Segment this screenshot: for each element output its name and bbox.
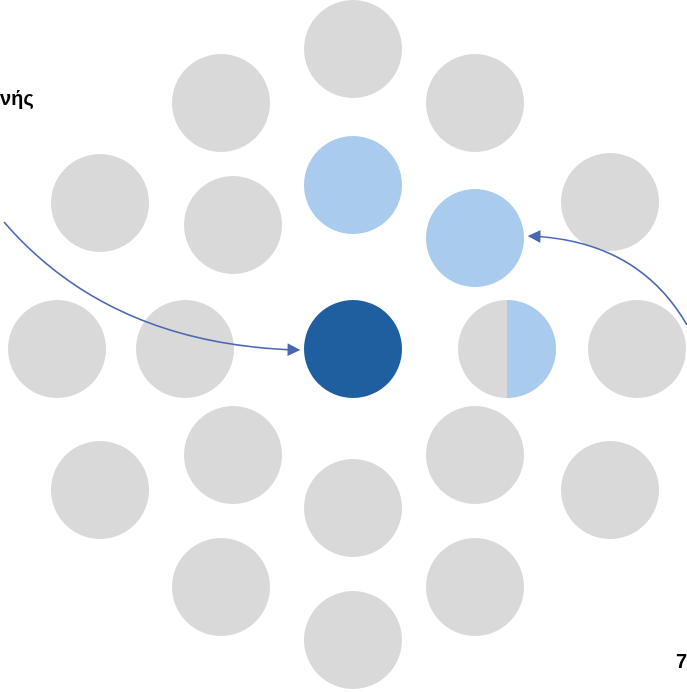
circle-far-left-middle — [8, 300, 106, 398]
circle-far-right-middle — [588, 300, 686, 398]
circle-far-left-upper — [51, 154, 149, 252]
right-arrow — [527, 230, 687, 326]
circle-inner-right-upper — [426, 189, 524, 287]
circle-center — [304, 300, 402, 398]
left-arrow — [3, 221, 301, 357]
circle-inner-right-middle-half — [458, 300, 556, 398]
circle-inner-right-lower — [426, 406, 524, 504]
left-label: νής — [0, 88, 34, 110]
circle-upper-right — [426, 54, 524, 152]
circle-inner-right-middle-half-highlight — [507, 300, 556, 398]
circle-inner-left-middle — [136, 300, 234, 398]
circle-far-right-lower — [561, 441, 659, 539]
circles-layer — [8, 0, 686, 689]
circle-center-upper — [304, 136, 402, 234]
circle-top — [304, 0, 402, 98]
circle-center-lower — [304, 459, 402, 557]
circle-far-left-lower — [51, 441, 149, 539]
circle-bottom — [304, 591, 402, 689]
circle-inner-left-upper — [184, 176, 282, 274]
circle-upper-left — [172, 54, 270, 152]
circle-far-right-upper — [561, 153, 659, 251]
circle-inner-left-lower — [184, 406, 282, 504]
bottom-right-label: 7 — [676, 651, 687, 673]
circle-lower-left — [172, 538, 270, 636]
circle-lower-right — [426, 538, 524, 636]
